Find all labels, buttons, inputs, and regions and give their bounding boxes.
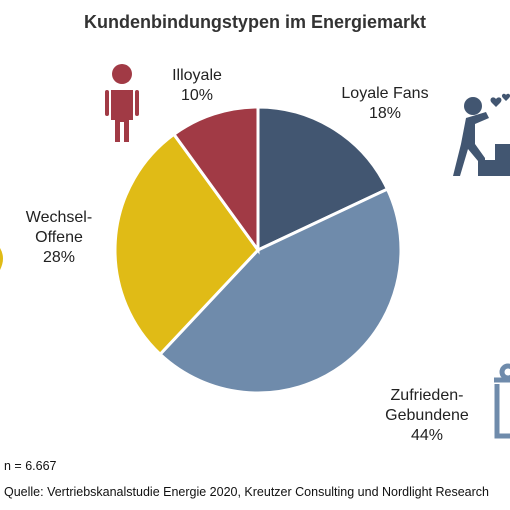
slice-label-zufrieden-gebundene: Zufrieden- Gebundene 44% (372, 386, 482, 446)
person-with-hearts-icon (453, 93, 510, 176)
slice-label-loyale-fans: Loyale Fans 18% (330, 84, 440, 124)
slice-name-line-1: Zufrieden- (390, 387, 464, 404)
pie-slice-2 (113, 132, 260, 357)
chart-title: Kundenbindungstypen im Energiemarkt (83, 12, 427, 32)
disappointed-person-icon (105, 64, 139, 142)
slice-label-illoyale: Illoyale 10% (152, 66, 242, 106)
slice-value: 10% (180, 87, 214, 104)
person-icon (0, 248, 3, 270)
gift-box-icon (494, 363, 510, 439)
slice-value: 28% (42, 249, 76, 266)
source-note: Quelle: Vertriebskanalstudie Energie 202… (4, 485, 490, 499)
slice-value: 44% (410, 427, 444, 444)
sample-size: n = 6.667 (4, 459, 57, 473)
slice-name-line-2: Gebundene (385, 407, 469, 424)
slice-name: Loyale Fans (341, 85, 429, 102)
pie-slice-0 (256, 105, 390, 253)
pie-slice-3 (171, 105, 260, 255)
slice-value: 18% (368, 105, 402, 122)
pie-slice-1 (157, 187, 403, 395)
slice-label-wechsel-offene: Wechsel- Offene 28% (14, 208, 104, 268)
slice-name-line-1: Wechsel- (25, 209, 93, 226)
slice-name-line-2: Offene (35, 229, 83, 246)
slice-name: Illoyale (172, 67, 222, 84)
